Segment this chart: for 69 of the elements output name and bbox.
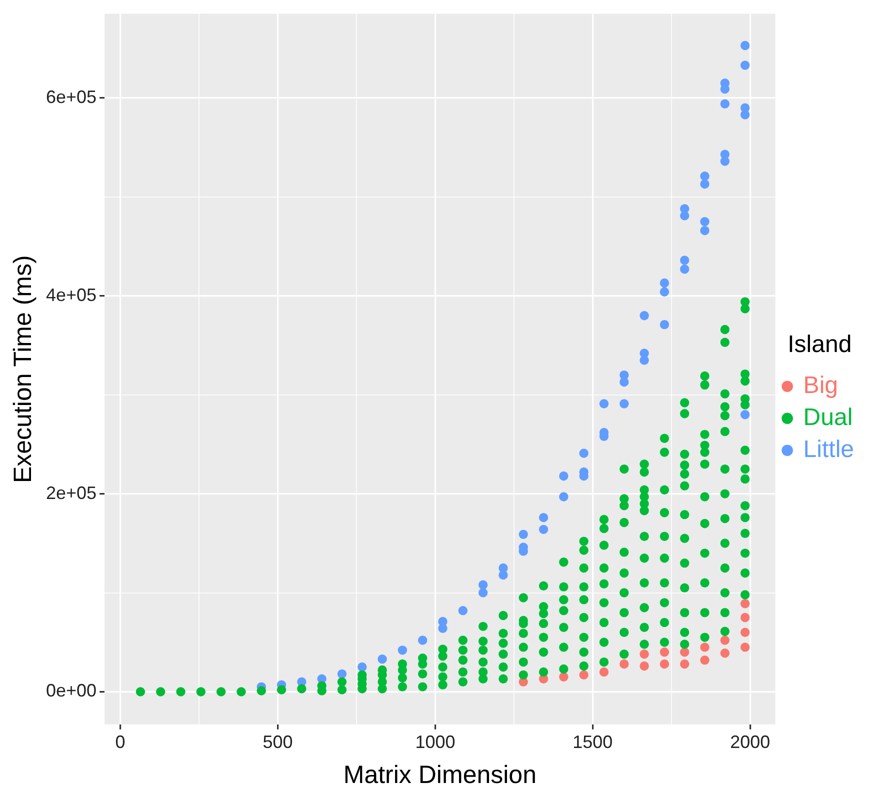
x-tick-label: 2000 xyxy=(730,732,770,752)
point xyxy=(559,471,568,481)
point xyxy=(700,655,710,665)
point xyxy=(660,659,670,669)
point xyxy=(358,662,367,672)
point xyxy=(559,492,568,502)
x-tick-label: 1500 xyxy=(572,732,613,752)
legend-label: Dual xyxy=(803,404,853,432)
point xyxy=(640,650,649,659)
point xyxy=(680,648,690,657)
point xyxy=(599,667,609,677)
point xyxy=(538,524,548,534)
point xyxy=(720,99,730,108)
y-tick-label: 6e+05 xyxy=(46,86,97,107)
point xyxy=(599,399,609,408)
point xyxy=(579,448,588,458)
legend-title: Island xyxy=(788,331,852,358)
point xyxy=(700,642,710,652)
x-axis-title: Matrix Dimension xyxy=(343,760,536,789)
point xyxy=(640,356,649,365)
point xyxy=(559,672,568,682)
point xyxy=(700,217,710,226)
point xyxy=(740,60,750,70)
point xyxy=(740,110,750,120)
legend-label: Little xyxy=(803,436,854,464)
point xyxy=(700,226,710,236)
point xyxy=(700,172,710,181)
point xyxy=(700,179,710,189)
point xyxy=(478,580,488,590)
point xyxy=(498,570,508,580)
x-tick-label: 500 xyxy=(262,732,293,752)
point xyxy=(620,659,629,669)
point xyxy=(660,320,670,330)
y-tick-label: 4e+05 xyxy=(46,284,97,305)
point xyxy=(660,648,670,657)
point xyxy=(680,211,690,220)
point xyxy=(720,648,730,658)
point xyxy=(660,278,670,288)
point xyxy=(720,156,730,166)
point xyxy=(337,669,347,679)
point xyxy=(398,646,408,655)
point xyxy=(680,264,690,274)
point xyxy=(418,636,428,645)
point xyxy=(538,512,548,522)
point xyxy=(518,530,528,539)
point xyxy=(680,659,690,669)
x-tick-label: 0 xyxy=(115,732,126,752)
point xyxy=(740,599,750,608)
point xyxy=(640,661,649,671)
point xyxy=(680,256,690,265)
y-tick-label: 2e+05 xyxy=(46,482,97,503)
x-tick-label: 1000 xyxy=(415,732,456,752)
point xyxy=(620,399,629,408)
point xyxy=(620,377,629,387)
point xyxy=(640,311,649,320)
point xyxy=(720,636,730,645)
point xyxy=(740,410,750,420)
point xyxy=(378,654,387,664)
legend-label: Big xyxy=(803,372,838,400)
point xyxy=(478,588,488,598)
point xyxy=(458,606,468,616)
point xyxy=(740,628,750,637)
point xyxy=(660,287,670,297)
point xyxy=(740,612,750,622)
y-axis-title: Execution Time (ms) xyxy=(8,255,37,484)
point xyxy=(740,40,750,50)
point xyxy=(740,642,750,652)
point xyxy=(579,670,588,680)
y-tick-label: 0e+00 xyxy=(46,680,97,701)
